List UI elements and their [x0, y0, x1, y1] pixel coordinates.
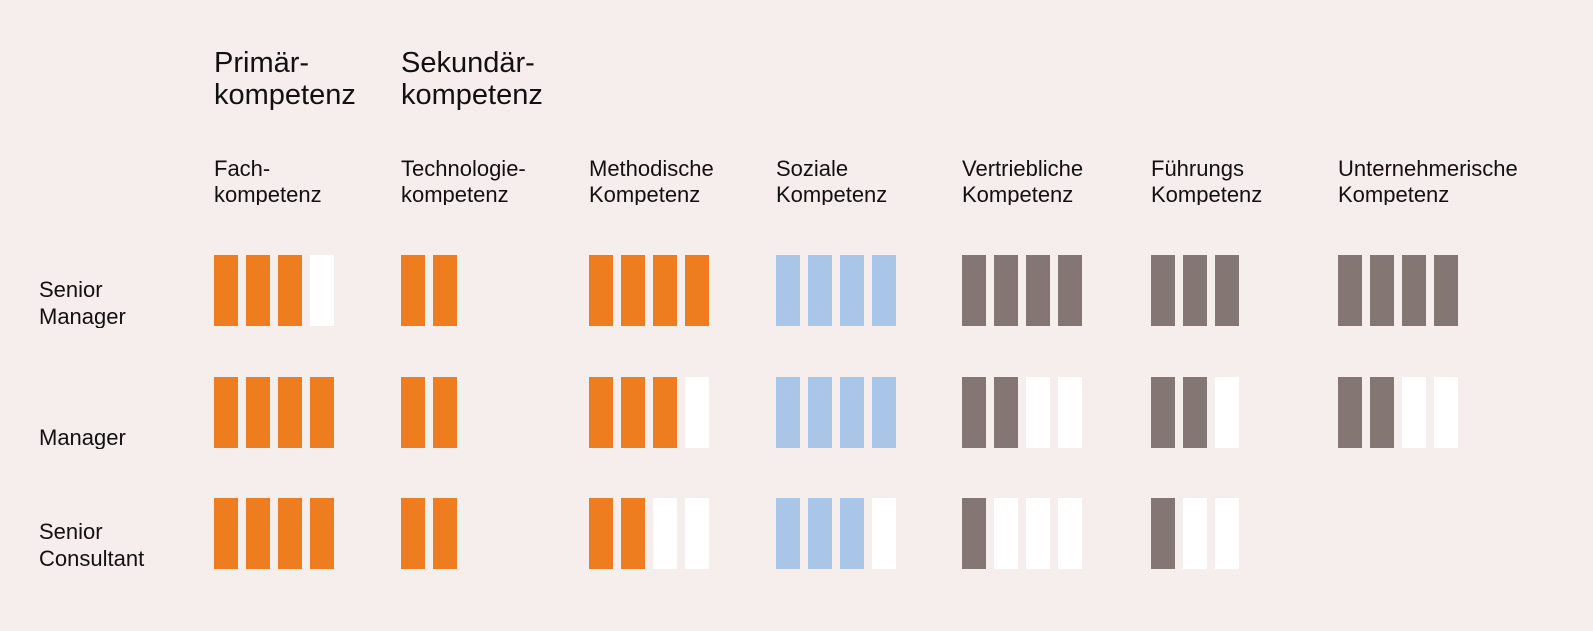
level-bar-filled	[1370, 255, 1394, 326]
level-bar-filled	[214, 498, 238, 569]
level-bar-filled	[1183, 377, 1207, 448]
row-label: Senior Consultant	[39, 519, 145, 570]
level-bar-empty	[685, 377, 709, 448]
level-bar-filled	[653, 377, 677, 448]
level-bar-filled	[589, 377, 613, 448]
level-bar-filled	[808, 498, 832, 569]
level-bar-filled	[962, 377, 986, 448]
level-bar-filled	[401, 255, 425, 326]
level-bar-empty	[685, 498, 709, 569]
column-label: Technologie- kompetenz	[401, 156, 526, 205]
level-bar-filled	[433, 498, 457, 569]
level-bar-filled	[278, 498, 302, 569]
column-label: Methodische Kompetenz	[589, 156, 714, 205]
level-bar-filled	[310, 377, 334, 448]
level-bar-filled	[994, 255, 1018, 326]
level-bar-filled	[776, 498, 800, 569]
level-bar-filled	[1058, 255, 1082, 326]
row-label: Senior Manager	[39, 277, 126, 328]
level-bar-filled	[872, 377, 896, 448]
level-bar-filled	[433, 377, 457, 448]
level-bar-filled	[1215, 255, 1239, 326]
level-bar-empty	[1434, 377, 1458, 448]
level-bar-filled	[1402, 255, 1426, 326]
level-bar-filled	[1338, 255, 1362, 326]
level-bar-empty	[1183, 498, 1207, 569]
level-bar-empty	[1215, 377, 1239, 448]
column-label: Soziale Kompetenz	[776, 156, 888, 205]
level-bar-filled	[278, 377, 302, 448]
level-bar-filled	[1183, 255, 1207, 326]
level-bar-filled	[840, 377, 864, 448]
level-bar-filled	[1151, 498, 1175, 569]
level-bar-empty	[1402, 377, 1426, 448]
level-bar-filled	[1151, 255, 1175, 326]
level-bar-filled	[994, 377, 1018, 448]
level-bar-filled	[776, 377, 800, 448]
level-bar-filled	[1370, 377, 1394, 448]
level-bar-filled	[589, 498, 613, 569]
level-bar-filled	[246, 377, 270, 448]
level-bar-filled	[962, 255, 986, 326]
level-bar-empty	[872, 498, 896, 569]
level-bar-filled	[589, 255, 613, 326]
level-bar-filled	[685, 255, 709, 326]
level-bar-filled	[310, 498, 334, 569]
level-bar-filled	[1434, 255, 1458, 326]
column-label: Fach- kompetenz	[214, 156, 322, 205]
level-bar-filled	[214, 377, 238, 448]
level-bar-filled	[653, 255, 677, 326]
level-bar-filled	[1151, 377, 1175, 448]
level-bar-filled	[840, 498, 864, 569]
level-bar-filled	[246, 498, 270, 569]
column-label: Vertriebliche Kompetenz	[962, 156, 1084, 205]
level-bar-empty	[1058, 377, 1082, 448]
level-bar-filled	[246, 255, 270, 326]
level-bar-filled	[1338, 377, 1362, 448]
level-bar-filled	[433, 255, 457, 326]
level-bar-empty	[1215, 498, 1239, 569]
level-bar-filled	[401, 498, 425, 569]
level-bar-filled	[872, 255, 896, 326]
level-bar-empty	[994, 498, 1018, 569]
level-bar-filled	[962, 498, 986, 569]
level-bar-empty	[1026, 377, 1050, 448]
level-bar-filled	[808, 255, 832, 326]
level-bar-filled	[401, 377, 425, 448]
column-label: Unternehmerische Kompetenz	[1338, 156, 1518, 205]
level-bar-empty	[1058, 498, 1082, 569]
level-bar-empty	[1026, 498, 1050, 569]
level-bar-empty	[310, 255, 334, 326]
group-label: Primär- kompetenz	[214, 47, 356, 111]
level-bar-filled	[776, 255, 800, 326]
level-bar-filled	[621, 255, 645, 326]
level-bar-filled	[621, 498, 645, 569]
level-bar-filled	[278, 255, 302, 326]
level-bar-filled	[214, 255, 238, 326]
level-bar-filled	[621, 377, 645, 448]
level-bar-filled	[840, 255, 864, 326]
column-label: Führungs Kompetenz	[1151, 156, 1263, 205]
level-bar-filled	[808, 377, 832, 448]
row-label: Manager	[39, 425, 126, 449]
level-bar-empty	[653, 498, 677, 569]
level-bar-filled	[1026, 255, 1050, 326]
group-label: Sekundär- kompetenz	[401, 47, 543, 111]
